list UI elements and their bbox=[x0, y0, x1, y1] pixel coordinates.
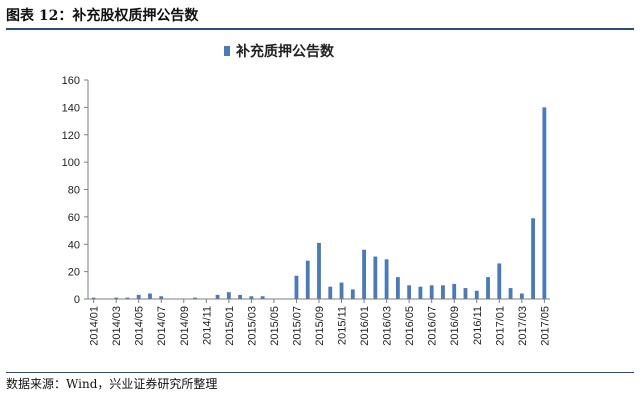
bar bbox=[407, 285, 412, 299]
x-tick-label: 2015/03 bbox=[246, 306, 258, 346]
bar bbox=[148, 293, 152, 299]
x-tick-label: 2016/07 bbox=[427, 306, 439, 346]
bar bbox=[452, 283, 457, 299]
bar bbox=[429, 285, 434, 299]
x-tick-label: 2014/05 bbox=[134, 306, 146, 346]
x-tick-label: 2015/09 bbox=[314, 306, 326, 346]
bar bbox=[226, 292, 231, 299]
x-tick-label: 2014/11 bbox=[201, 306, 213, 345]
bar bbox=[125, 297, 130, 299]
y-tick-label: 0 bbox=[74, 294, 80, 306]
y-tick-label: 120 bbox=[62, 130, 80, 142]
bar bbox=[238, 294, 243, 299]
x-tick-label: 2016/03 bbox=[382, 306, 394, 346]
y-tick-label: 100 bbox=[62, 157, 80, 169]
y-tick-label: 160 bbox=[62, 75, 80, 87]
bar bbox=[249, 296, 254, 299]
bar bbox=[193, 297, 197, 299]
bar bbox=[497, 263, 502, 299]
bar bbox=[486, 277, 490, 299]
x-tick-label: 2015/05 bbox=[269, 306, 281, 346]
legend-swatch bbox=[224, 46, 230, 56]
bar bbox=[215, 294, 220, 299]
x-tick-label: 2014/07 bbox=[156, 306, 168, 346]
x-tick-label: 2014/03 bbox=[111, 306, 123, 346]
x-tick-label: 2017/01 bbox=[494, 306, 506, 346]
x-axis: 2014/01 2014/03 2014/05 2014/07 2014/09 2014/… bbox=[88, 298, 551, 346]
legend-label: 补充质押公告数 bbox=[235, 43, 335, 60]
bar bbox=[159, 296, 164, 299]
bar bbox=[294, 275, 299, 299]
bar bbox=[114, 297, 119, 299]
y-tick-label: 60 bbox=[68, 212, 80, 224]
x-tick-label: 2014/09 bbox=[179, 306, 191, 346]
bar bbox=[339, 282, 344, 299]
x-tick-label: 2016/09 bbox=[449, 306, 461, 346]
x-tick-label: 2016/11 bbox=[472, 306, 484, 345]
chart-legend: 补充质押公告数 bbox=[224, 43, 335, 60]
x-tick-label: 2016/01 bbox=[359, 306, 371, 346]
bar bbox=[508, 288, 513, 299]
x-tick-label: 2014/01 bbox=[89, 306, 101, 346]
bar bbox=[91, 297, 96, 299]
x-tick-label: 2017/05 bbox=[539, 306, 551, 346]
y-tick-label: 40 bbox=[68, 239, 80, 251]
x-tick-label: 2017/03 bbox=[517, 306, 529, 346]
bar bbox=[362, 249, 366, 299]
bar bbox=[463, 288, 468, 299]
bar bbox=[542, 107, 547, 300]
bar bbox=[136, 294, 141, 299]
bar bbox=[418, 286, 423, 299]
chart-area: 补充质押公告数 0 20 40 60 80 100 120 140 160 2014/01 201… bbox=[0, 30, 640, 366]
x-tick-label: 2015/11 bbox=[337, 306, 349, 345]
y-tick-label: 80 bbox=[68, 185, 80, 197]
bar bbox=[395, 277, 400, 299]
bar bbox=[519, 293, 524, 299]
bar bbox=[328, 286, 333, 299]
x-tick-label: 2015/01 bbox=[224, 306, 236, 346]
x-tick-label: 2015/07 bbox=[291, 306, 303, 346]
source-text: 数据来源：Wind，兴业证券研究所整理 bbox=[6, 377, 218, 391]
bar bbox=[260, 296, 265, 299]
bar bbox=[373, 256, 378, 299]
bar bbox=[350, 289, 355, 299]
y-tick-label: 140 bbox=[62, 102, 80, 114]
bar bbox=[441, 285, 445, 299]
x-tick-label: 2016/05 bbox=[404, 306, 416, 346]
bar-series bbox=[91, 107, 547, 300]
bar bbox=[317, 242, 321, 299]
figure-title: 图表 12：补充股权质押公告数 bbox=[6, 4, 634, 30]
bar bbox=[531, 218, 536, 299]
bar bbox=[305, 260, 310, 299]
figure-title-text: 图表 12：补充股权质押公告数 bbox=[6, 8, 199, 24]
bar bbox=[384, 259, 389, 299]
source-note: 数据来源：Wind，兴业证券研究所整理 bbox=[6, 372, 634, 397]
y-tick-label: 20 bbox=[68, 267, 80, 279]
bar bbox=[474, 290, 479, 299]
y-axis: 0 20 40 60 80 100 120 140 160 bbox=[62, 75, 89, 306]
